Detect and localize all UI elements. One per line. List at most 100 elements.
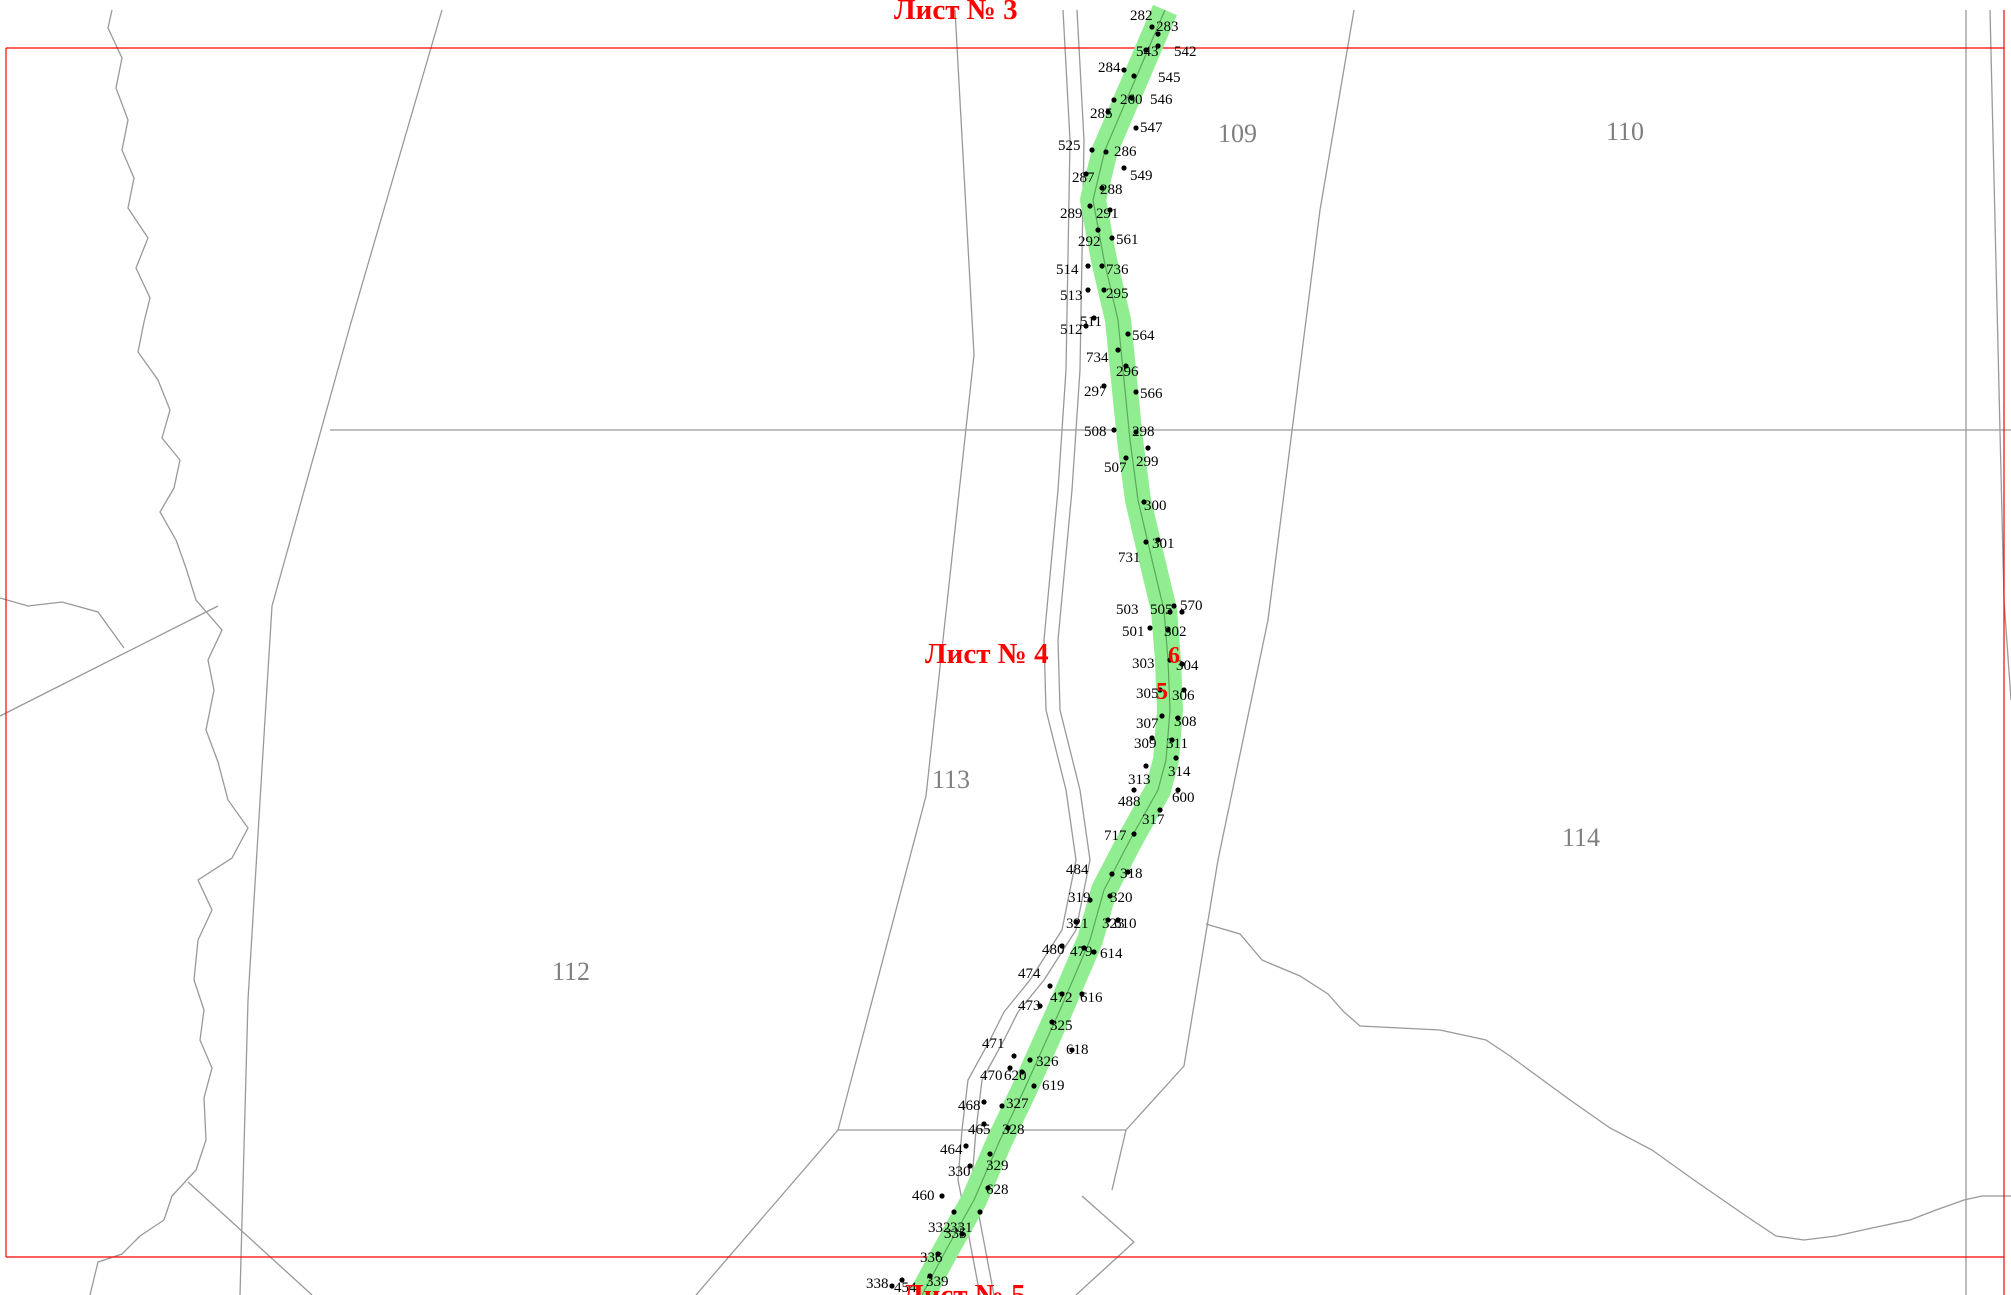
point-label-331: 331: [950, 1220, 973, 1236]
point-label-325: 325: [1050, 1018, 1073, 1034]
point-dot-484: [1109, 871, 1115, 877]
point-dot-618: [1069, 1047, 1075, 1053]
point-dot-614: [1091, 949, 1097, 955]
point-label-336: 336: [920, 1250, 943, 1266]
point-label-296: 296: [1116, 364, 1139, 380]
point-label-480: 480: [1042, 942, 1065, 958]
point-dot-734: [1115, 347, 1121, 353]
point-label-610: 610: [1114, 916, 1137, 932]
point-dot-503: [1167, 609, 1173, 615]
point-dot-547: [1133, 125, 1139, 131]
point-dot-470: [1007, 1065, 1013, 1071]
parcel-labels: 109 110 113 112 114: [552, 117, 1644, 986]
point-label-570: 570: [1180, 598, 1203, 614]
point-label-503: 503: [1116, 602, 1139, 618]
point-dot-454: [889, 1283, 895, 1289]
point-label-282: 282: [1130, 8, 1153, 24]
point-label-549: 549: [1130, 168, 1153, 184]
point-label-314: 314: [1168, 764, 1191, 780]
point-label-301: 301: [1152, 536, 1175, 552]
point-dot-295: [1101, 287, 1107, 293]
point-dot-731: [1143, 539, 1149, 545]
point-label-628: 628: [986, 1182, 1009, 1198]
point-label-291: 291: [1096, 206, 1119, 222]
point-label-285: 285: [1090, 106, 1113, 122]
point-markers: 2822835435422845452605462855475252862875…: [866, 8, 1203, 1295]
parcel-114-label: 114: [1562, 823, 1600, 852]
point-dot-299: [1145, 445, 1151, 451]
point-label-317: 317: [1142, 812, 1165, 828]
point-dot-460: [939, 1193, 945, 1199]
point-dot-305: [1157, 687, 1163, 693]
point-dot-545: [1131, 73, 1137, 79]
point-dot-319: [1087, 897, 1093, 903]
point-label-479: 479: [1070, 944, 1093, 960]
point-label-298: 298: [1132, 424, 1155, 440]
point-dot-317: [1157, 807, 1163, 813]
point-label-302: 302: [1164, 624, 1187, 640]
point-label-717: 717: [1104, 828, 1127, 844]
point-dot-325: [1049, 1019, 1055, 1025]
point-dot-736: [1099, 263, 1105, 269]
point-label-307: 307: [1136, 716, 1159, 732]
point-dot-620: [1019, 1069, 1025, 1075]
point-dot-464: [963, 1143, 969, 1149]
point-dot-331: [977, 1209, 983, 1215]
point-dot-339: [927, 1273, 933, 1279]
point-label-507: 507: [1104, 460, 1127, 476]
point-dot-311: [1169, 737, 1175, 743]
point-label-287: 287: [1072, 170, 1095, 186]
point-dot-549: [1121, 165, 1127, 171]
point-label-566: 566: [1140, 386, 1163, 402]
point-dot-619: [1031, 1083, 1037, 1089]
point-label-328: 328: [1002, 1122, 1025, 1138]
point-dot-513: [1085, 287, 1091, 293]
point-dot-307: [1159, 713, 1165, 719]
sheet-5-label: Лист № 5: [902, 1279, 1026, 1295]
point-label-468: 468: [958, 1098, 981, 1114]
point-label-326: 326: [1036, 1054, 1059, 1070]
point-label-473: 473: [1018, 998, 1041, 1014]
point-dot-564: [1125, 331, 1131, 337]
marker-5-label: 5: [1156, 679, 1168, 705]
point-label-327: 327: [1006, 1096, 1029, 1112]
point-label-620: 620: [1004, 1068, 1027, 1084]
point-label-464: 464: [940, 1142, 963, 1158]
point-dot-292: [1095, 227, 1101, 233]
point-dot-338: [899, 1277, 905, 1283]
point-label-313: 313: [1128, 772, 1151, 788]
point-dot-291: [1107, 207, 1113, 213]
point-label-561: 561: [1116, 232, 1139, 248]
point-label-501: 501: [1122, 624, 1145, 640]
point-label-335: 335: [944, 1226, 967, 1242]
point-label-297: 297: [1084, 384, 1107, 400]
point-label-454: 454: [894, 1280, 917, 1295]
point-dot-561: [1109, 235, 1115, 241]
point-dot-472: [1059, 991, 1065, 997]
point-dot-314: [1173, 755, 1179, 761]
point-dot-511: [1091, 315, 1097, 321]
point-dot-326: [1027, 1057, 1033, 1063]
point-dot-297: [1101, 383, 1107, 389]
point-label-306: 306: [1172, 688, 1195, 704]
point-label-731: 731: [1118, 550, 1141, 566]
pipeline-corridor: [910, 4, 1183, 1295]
sheet-3-label: Лист № 3: [894, 0, 1018, 26]
point-dot-546: [1129, 95, 1135, 101]
point-label-321: 321: [1066, 916, 1089, 932]
sheet-labels: Лист № 3 Лист № 4 Лист № 5: [894, 0, 1049, 1295]
point-dot-327: [999, 1103, 1005, 1109]
point-dot-308: [1175, 715, 1181, 721]
point-dot-296: [1123, 363, 1129, 369]
point-dot-330: [967, 1163, 973, 1169]
point-dot-298: [1133, 429, 1139, 435]
point-dot-282: [1149, 24, 1155, 30]
sheet-4-label: Лист № 4: [925, 638, 1049, 670]
point-label-616: 616: [1080, 990, 1103, 1006]
point-label-472: 472: [1050, 990, 1073, 1006]
point-dot-628: [985, 1185, 991, 1191]
point-label-311: 311: [1166, 736, 1188, 752]
point-dot-288: [1099, 185, 1105, 191]
point-label-319: 319: [1068, 890, 1091, 906]
